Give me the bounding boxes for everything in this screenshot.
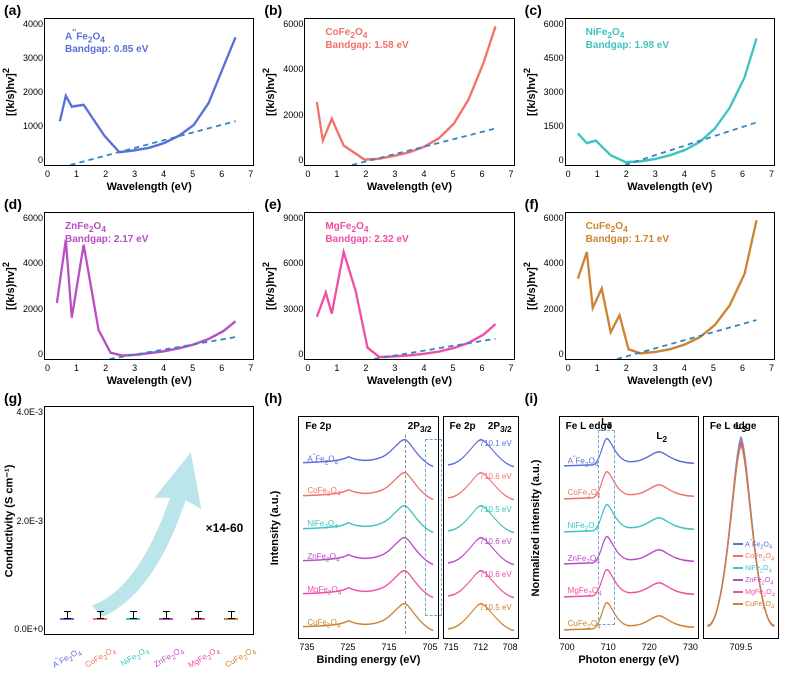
- tauc-panel-c: (c) 6000450030001500001234567[(k/s)hv]2Wa…: [525, 4, 781, 194]
- tauc-panel-d: (d) 600040002000001234567[(k/s)hv]2Wavele…: [4, 198, 260, 388]
- chart-e: 900060003000001234567[(k/s)hv]2Wavelengt…: [304, 212, 514, 360]
- chart-annotation: ZnFe2O4Bandgap: 2.17 eV: [65, 221, 148, 246]
- y-axis-label: [(k/s)hv]2: [522, 262, 538, 310]
- bar-ZnFe2O4: [159, 618, 173, 620]
- bar-A''Fe2O4: [60, 618, 74, 620]
- xps-main: Fe 2p2P3/2Intensity (a.u.)Binding energy…: [298, 416, 438, 639]
- trace-label: 710.6 eV: [480, 472, 512, 481]
- x-axis-label: Wavelength (eV): [45, 181, 253, 193]
- tauc-panel-a: (a) 4000300020001000001234567[(k/s)hv]2Wa…: [4, 4, 260, 194]
- chart-f: 600040002000001234567[(k/s)hv]2Wavelengt…: [565, 212, 775, 360]
- panel-label: (f): [525, 196, 539, 212]
- tauc-panel-e: (e) 900060003000001234567[(k/s)hv]2Wavele…: [264, 198, 520, 388]
- trace-label: MgFe2O4: [307, 585, 341, 597]
- multiplier-annotation: ×14-60: [206, 521, 244, 535]
- bar-NiFe2O4: [126, 618, 140, 620]
- chart-annotation: A''Fe2O4Bandgap: 0.85 eV: [65, 27, 148, 56]
- trace-label: 710.5 eV: [480, 505, 512, 514]
- trace-label: NiFe2O4: [568, 521, 599, 533]
- trace-label: 710.6 eV: [480, 537, 512, 546]
- trace-label: NiFe2O4: [307, 519, 338, 531]
- xas-zoom: Fe L edgeL3A''Fe2O4CoFe2O4NiFe2O4ZnFe2O4…: [703, 416, 779, 639]
- bar-CuFe2O4: [224, 618, 238, 620]
- panel-label: (d): [4, 196, 22, 212]
- chart-annotation: MgFe2O4Bandgap: 2.32 eV: [325, 221, 408, 246]
- x-axis-label: Wavelength (eV): [45, 375, 253, 387]
- x-axis-label: Binding energy (eV): [299, 654, 437, 666]
- xps-panel-h: (h) Fe 2p2P3/2Intensity (a.u.)Binding en…: [264, 392, 520, 667]
- panel-label: (b): [264, 2, 282, 18]
- trace-label: A''Fe2O4: [568, 455, 599, 468]
- panel-label: (a): [4, 2, 21, 18]
- trace-label: A''Fe2O4: [307, 453, 338, 466]
- chart-c: 6000450030001500001234567[(k/s)hv]2Wavel…: [565, 18, 775, 166]
- chart-d: 600040002000001234567[(k/s)hv]2Wavelengt…: [44, 212, 254, 360]
- chart-a: 4000300020001000001234567[(k/s)hv]2Wavel…: [44, 18, 254, 166]
- x-axis-label: Photon energy (eV): [560, 654, 698, 666]
- y-axis-label: [(k/s)hv]2: [1, 262, 17, 310]
- xas-panel-i: (i) Fe L edgeNormalized intensity (a.u.)…: [525, 392, 781, 667]
- trace-label: CoFe2O4: [568, 488, 601, 500]
- x-axis-label: Wavelength (eV): [305, 181, 513, 193]
- x-axis-label: Wavelength (eV): [566, 181, 774, 193]
- bar-CoFe2O4: [93, 618, 107, 620]
- y-axis-label: [(k/s)hv]2: [522, 68, 538, 116]
- panel-label: (i): [525, 390, 538, 406]
- chart-g: 4.0E-32.0E-30.0E+0Conductivity (S cm⁻¹)A…: [44, 406, 254, 635]
- bar-panel-g: (g) 4.0E-32.0E-30.0E+0Conductivity (S cm…: [4, 392, 260, 667]
- xps-zoom: Fe 2p2P3/2715712708710.1 eV710.6 eV710.5…: [443, 416, 519, 639]
- trace-label: MgFe2O4: [568, 586, 602, 598]
- panel-label: (c): [525, 2, 542, 18]
- x-axis-label: Wavelength (eV): [566, 375, 774, 387]
- y-axis-label: Conductivity (S cm⁻¹): [3, 464, 16, 577]
- chart-annotation: CuFe2O4Bandgap: 1.71 eV: [586, 221, 669, 246]
- y-axis-label: [(k/s)hv]2: [262, 262, 278, 310]
- chart-b: 600040002000001234567[(k/s)hv]2Wavelengt…: [304, 18, 514, 166]
- y-axis-label: Normalized intensity (a.u.): [530, 459, 542, 596]
- y-axis-label: [(k/s)hv]2: [1, 68, 17, 116]
- y-axis-label: [(k/s)hv]2: [262, 68, 278, 116]
- trace-label: CuFe2O4: [568, 619, 601, 631]
- chart-annotation: CoFe2O4Bandgap: 1.58 eV: [325, 27, 408, 52]
- trace-label: CoFe2O4: [307, 486, 340, 498]
- tauc-panel-f: (f) 600040002000001234567[(k/s)hv]2Wavele…: [525, 198, 781, 388]
- trace-label: CuFe2O4: [307, 618, 340, 630]
- tauc-panel-b: (b) 600040002000001234567[(k/s)hv]2Wavele…: [264, 4, 520, 194]
- trace-label: ZnFe2O4: [307, 552, 339, 564]
- bar-MgFe2O4: [191, 618, 205, 620]
- trace-label: 710.1 eV: [480, 439, 512, 448]
- xas-main: Fe L edgeNormalized intensity (a.u.)Phot…: [559, 416, 699, 639]
- panel-label: (g): [4, 390, 22, 406]
- x-axis-label: Wavelength (eV): [305, 375, 513, 387]
- trace-label: ZnFe2O4: [568, 554, 600, 566]
- trace-label: 710.6 eV: [480, 570, 512, 579]
- y-axis-label: Intensity (a.u.): [269, 490, 281, 565]
- chart-annotation: NiFe2O4Bandgap: 1.98 eV: [586, 27, 669, 52]
- trace-label: 710.5 eV: [480, 603, 512, 612]
- panel-label: (h): [264, 390, 282, 406]
- panel-label: (e): [264, 196, 281, 212]
